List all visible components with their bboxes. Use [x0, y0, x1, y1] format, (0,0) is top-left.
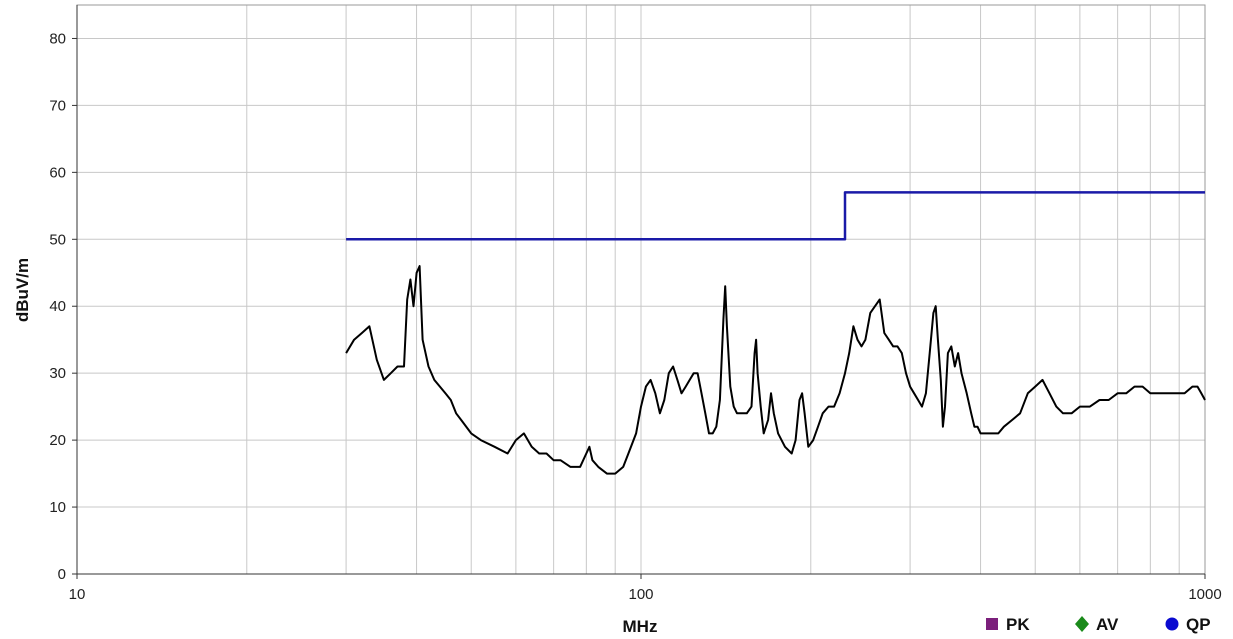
- y-tick-label: 40: [49, 298, 66, 315]
- limit-line: [346, 191, 1205, 241]
- legend-label-av: AV: [1096, 615, 1119, 634]
- y-tick-label: 60: [49, 164, 66, 181]
- y-tick-label: 20: [49, 432, 66, 449]
- x-tick-label: 100: [628, 586, 653, 603]
- legend-marker-pk: [986, 618, 998, 630]
- y-tick-label: 30: [49, 365, 66, 382]
- y-axis-title: dBuV/m: [13, 258, 32, 322]
- x-axis-title: MHz: [623, 617, 658, 636]
- series-layer: [345, 191, 1206, 475]
- y-tick-label: 0: [58, 566, 66, 583]
- legend: PK AV QP: [986, 615, 1211, 634]
- legend-label-pk: PK: [1006, 615, 1030, 634]
- legend-marker-av: [1075, 616, 1089, 632]
- x-tick-label: 10: [69, 586, 86, 603]
- x-tick-label: 1000: [1188, 586, 1221, 603]
- y-tick-label: 50: [49, 231, 66, 248]
- legend-label-qp: QP: [1186, 615, 1211, 634]
- grid-lines: [77, 5, 1205, 574]
- y-tick-label: 10: [49, 499, 66, 516]
- y-tick-label: 80: [49, 30, 66, 47]
- y-tick-label: 70: [49, 97, 66, 114]
- plot-frame: [72, 4, 1206, 579]
- legend-marker-qp: [1165, 617, 1179, 631]
- measurement-trace: [345, 265, 1206, 475]
